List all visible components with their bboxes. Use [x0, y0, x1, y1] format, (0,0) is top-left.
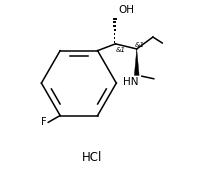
Polygon shape [134, 49, 139, 75]
Text: HCl: HCl [82, 151, 103, 164]
Text: F: F [41, 117, 47, 127]
Text: &1: &1 [116, 47, 126, 53]
Text: HN: HN [123, 77, 139, 87]
Text: &1: &1 [135, 42, 145, 48]
Text: OH: OH [118, 5, 134, 15]
